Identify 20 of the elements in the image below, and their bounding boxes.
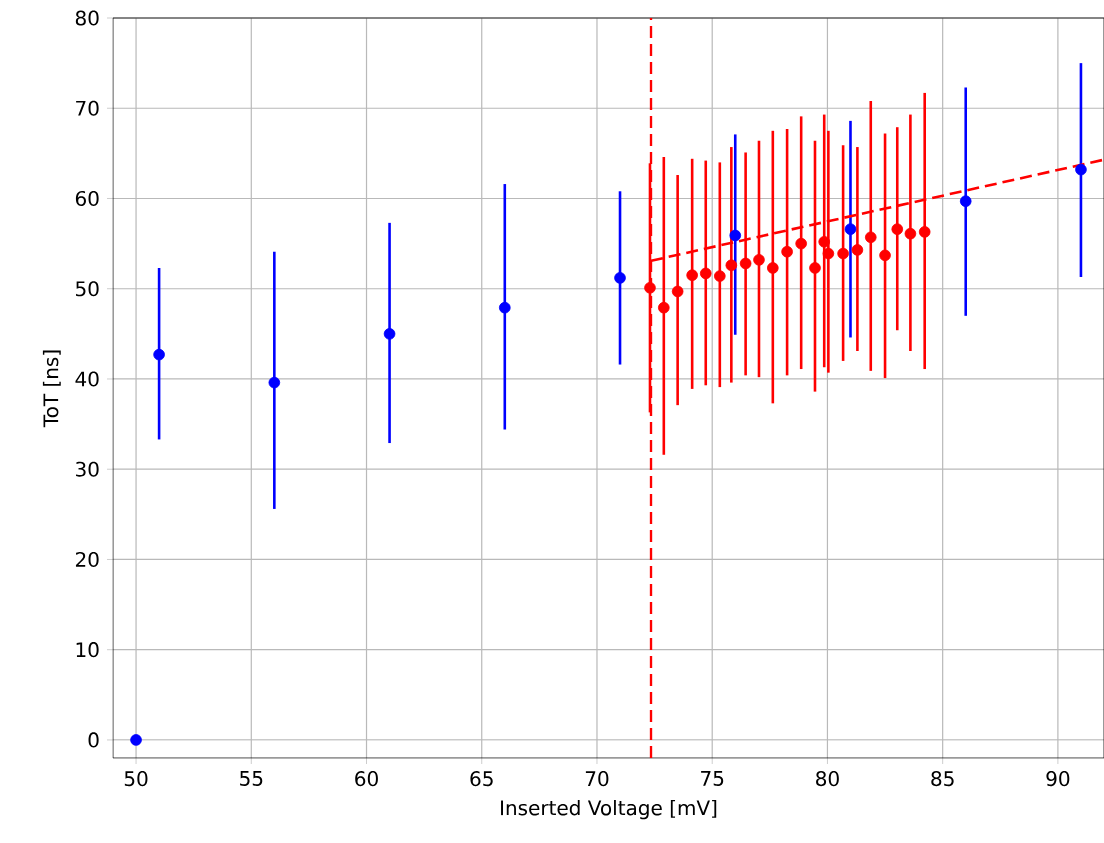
x-tick-label: 85 [931, 771, 954, 787]
x-tick-label: 80 [816, 771, 839, 787]
x-tick-label: 75 [701, 771, 724, 786]
y-tick-label: 30 [76, 461, 99, 477]
y-axis-title: ToT [ns] [42, 350, 61, 428]
x-tick-label: 90 [1046, 771, 1070, 787]
x-tick-label: 50 [124, 771, 148, 787]
y-tick-label: 20 [75, 551, 99, 568]
y-tick-label: 70 [76, 100, 99, 116]
y-tick-label: 60 [75, 190, 99, 207]
x-tick-label: 55 [240, 771, 263, 786]
y-tick-label: 80 [75, 10, 99, 26]
x-tick-label: 65 [470, 771, 493, 787]
x-axis-title: Inserted Voltage [mV] [501, 799, 717, 820]
x-tick-label: 70 [585, 771, 609, 787]
y-tick-label: 40 [75, 371, 99, 387]
y-tick-label: 50 [76, 281, 99, 297]
y-tick-label: 10 [76, 642, 99, 658]
y-tick-label: 0 [88, 732, 99, 748]
x-tick-label: 60 [355, 771, 378, 787]
